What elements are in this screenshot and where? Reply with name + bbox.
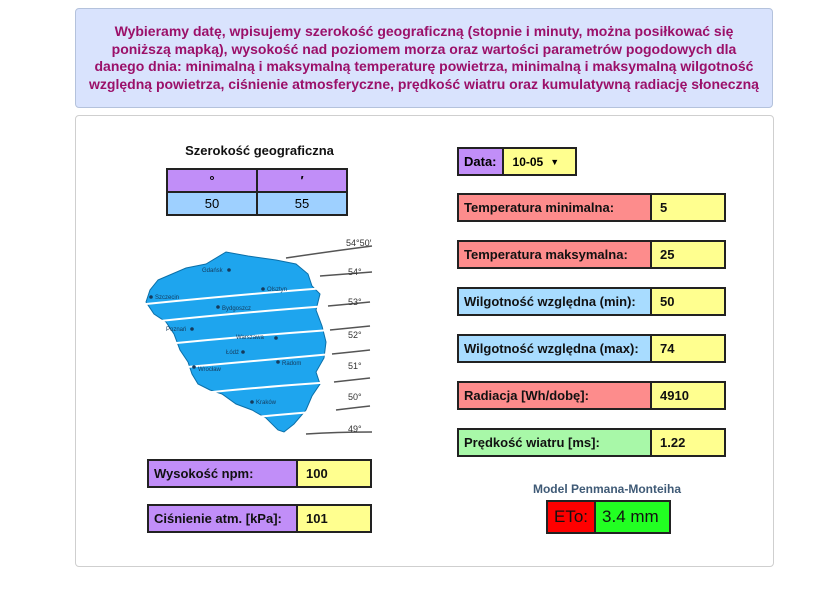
poland-land-shape bbox=[145, 251, 327, 433]
lat-label-49: 49° bbox=[348, 424, 362, 434]
pressure-input[interactable] bbox=[298, 510, 368, 527]
wind-input[interactable] bbox=[652, 434, 722, 451]
city-wroclaw: Wrocław bbox=[198, 367, 222, 373]
eto-label: ETo: bbox=[548, 502, 597, 532]
lat-label-52: 52° bbox=[348, 330, 362, 340]
date-label: Data: bbox=[459, 149, 504, 174]
lat-label-50: 50° bbox=[348, 392, 362, 402]
city-krakow: Kraków bbox=[256, 400, 277, 406]
altitude-row: Wysokość npm: bbox=[147, 459, 372, 488]
city-radom: Radom bbox=[282, 361, 301, 367]
dropdown-arrow-icon: ▼ bbox=[550, 156, 560, 167]
tmin-input[interactable] bbox=[652, 199, 722, 216]
degrees-cell bbox=[166, 191, 258, 216]
rhmin-row: Wilgotność względna (min): bbox=[457, 287, 726, 316]
wind-row: Prędkość wiatru [ms]: bbox=[457, 428, 726, 457]
rhmax-input[interactable] bbox=[652, 340, 722, 357]
tmax-row: Temperatura maksymalna: bbox=[457, 240, 726, 269]
tmin-row: Temperatura minimalna: bbox=[457, 193, 726, 222]
tmax-label: Temperatura maksymalna: bbox=[459, 242, 652, 267]
radiation-label: Radiacja [Wh/dobę]: bbox=[459, 383, 652, 408]
altitude-label: Wysokość npm: bbox=[149, 461, 298, 486]
model-title: Model Penmana-Monteiha bbox=[532, 482, 681, 496]
pressure-label: Ciśnienie atm. [kPa]: bbox=[149, 506, 298, 531]
minutes-cell bbox=[256, 191, 348, 216]
city-olsztyn: Olsztyn bbox=[267, 287, 287, 293]
tmin-label: Temperatura minimalna: bbox=[459, 195, 652, 220]
instructions-text: Wybieramy datę, wpisujemy szerokość geog… bbox=[89, 23, 759, 92]
rhmin-label: Wilgotność względna (min): bbox=[459, 289, 652, 314]
date-select[interactable]: 10-05 ▼ bbox=[503, 149, 575, 174]
radiation-input[interactable] bbox=[652, 387, 722, 404]
poland-latitude-map: 54°50′ 54° 53° 52° 51° 50° 49° Gdańsk Ol… bbox=[145, 238, 373, 435]
altitude-input[interactable] bbox=[298, 465, 368, 482]
rhmax-row: Wilgotność względna (max): bbox=[457, 334, 726, 363]
city-gdansk: Gdańsk bbox=[202, 268, 224, 274]
latitude-minutes-input[interactable] bbox=[260, 195, 344, 212]
minutes-header: ′ bbox=[256, 168, 348, 193]
city-poznan: Poznań bbox=[166, 327, 186, 333]
lat-label-54: 54° bbox=[348, 267, 362, 277]
instructions-box: Wybieramy datę, wpisujemy szerokość geog… bbox=[75, 8, 773, 108]
rhmax-label: Wilgotność względna (max): bbox=[459, 336, 652, 361]
lat-label-51: 51° bbox=[348, 361, 362, 371]
date-selector-row: Data: 10-05 ▼ bbox=[457, 147, 577, 176]
pressure-row: Ciśnienie atm. [kPa]: bbox=[147, 504, 372, 533]
lat-label-5450: 54°50′ bbox=[346, 238, 372, 248]
tmax-input[interactable] bbox=[652, 246, 722, 263]
city-bydgoszcz: Bydgoszcz bbox=[222, 306, 251, 312]
city-szczecin: Szczecin bbox=[155, 295, 179, 301]
eto-value: 3.4 mm bbox=[596, 502, 669, 532]
wind-label: Prędkość wiatru [ms]: bbox=[459, 430, 652, 455]
lat-label-53: 53° bbox=[348, 297, 362, 307]
city-warszawa: Warszawa bbox=[236, 335, 264, 341]
rhmin-input[interactable] bbox=[652, 293, 722, 310]
latitude-table: ° ′ bbox=[166, 168, 348, 216]
city-lodz: Łódź bbox=[226, 350, 239, 356]
date-select-value: 10-05 bbox=[512, 154, 544, 169]
latitude-degrees-input[interactable] bbox=[170, 195, 254, 212]
degrees-header: ° bbox=[166, 168, 258, 193]
radiation-row: Radiacja [Wh/dobę]: bbox=[457, 381, 726, 410]
latitude-title: Szerokość geograficzna bbox=[185, 143, 334, 158]
eto-result: ETo: 3.4 mm bbox=[546, 500, 671, 534]
